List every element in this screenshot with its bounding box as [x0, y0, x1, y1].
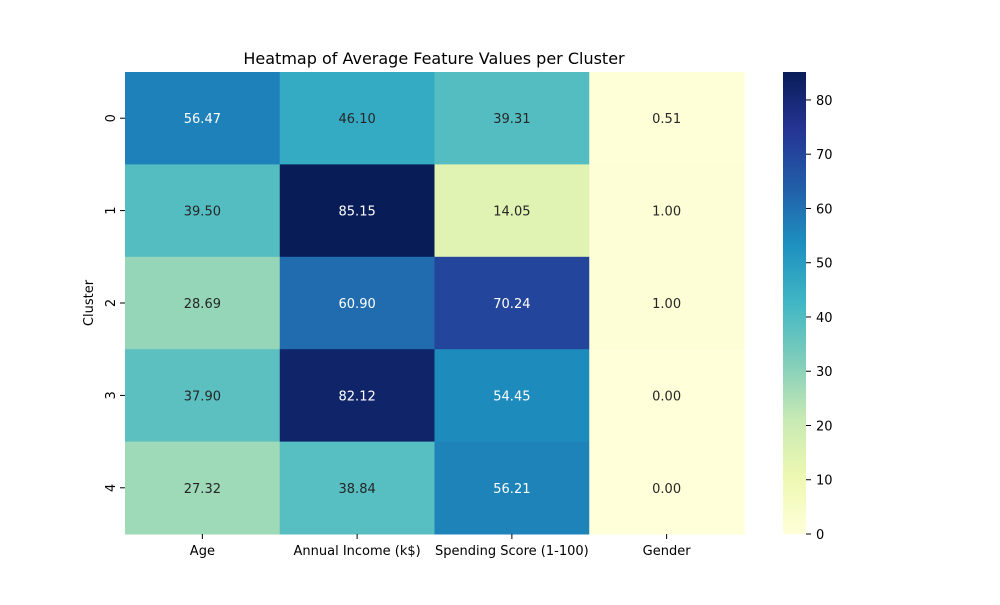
y-tick-label: 4: [104, 484, 119, 492]
cell-value-label: 56.21: [493, 482, 530, 497]
heatmap-cell: [434, 441, 590, 535]
x-tick-label: Annual Income (k$): [294, 544, 421, 559]
heatmap-cell: [279, 441, 435, 535]
colorbar-tick-label: 80: [816, 94, 833, 109]
heatmap-cell: [589, 256, 745, 350]
cell-value-label: 60.90: [339, 297, 376, 312]
colorbar-tick-label: 70: [816, 148, 833, 163]
heatmap-cell: [589, 164, 745, 258]
colorbar-tick-label: 20: [816, 419, 833, 434]
colorbar-tick-label: 0: [816, 528, 824, 543]
heatmap-cell: [279, 256, 435, 350]
colorbar: 0 10 20 30 40 50 60 70 80: [783, 72, 833, 543]
colorbar-tick-label: 40: [816, 311, 833, 326]
y-tick-label: 2: [104, 299, 119, 307]
cell-value-label: 0.51: [652, 112, 681, 127]
heatmap-cell: [434, 349, 590, 443]
cell-value-label: 1.00: [652, 297, 681, 312]
heatmap-cell: [434, 256, 590, 350]
cell-value-label: 82.12: [339, 389, 376, 404]
heatmap-cell: [589, 349, 745, 443]
y-axis-ticks: 0 1 2 3 4: [104, 114, 125, 492]
x-tick-label: Spending Score (1-100): [435, 544, 589, 559]
heatmap-cell: [279, 72, 435, 165]
heatmap-cell: [434, 164, 590, 258]
x-tick-label: Gender: [643, 544, 692, 559]
cell-value-label: 54.45: [493, 389, 530, 404]
y-tick-label: 1: [104, 206, 119, 214]
cell-value-label: 14.05: [493, 205, 530, 220]
colorbar-tick-label: 50: [816, 257, 833, 272]
cell-value-label: 56.47: [184, 112, 221, 127]
chart-title: Heatmap of Average Feature Values per Cl…: [243, 49, 625, 68]
cell-value-label: 85.15: [339, 205, 376, 220]
cell-value-label: 39.31: [493, 112, 530, 127]
heatmap-cell: [589, 72, 745, 165]
heatmap-cell: [279, 164, 435, 258]
cell-value-label: 27.32: [184, 482, 221, 497]
colorbar-tick-label: 30: [816, 365, 833, 380]
heatmap-cell: [279, 349, 435, 443]
x-tick-label: Age: [190, 544, 215, 559]
heatmap-cell: [125, 441, 281, 535]
heatmap-cell: [125, 349, 281, 443]
cell-value-label: 0.00: [652, 389, 681, 404]
cell-value-label: 38.84: [339, 482, 376, 497]
y-tick-label: 0: [104, 114, 119, 122]
colorbar-gradient: [783, 72, 806, 534]
colorbar-tick-label: 10: [816, 474, 833, 489]
heatmap-cell: [434, 72, 590, 165]
cell-value-label: 0.00: [652, 482, 681, 497]
colorbar-tick-label: 60: [816, 202, 833, 217]
heatmap-cell: [125, 164, 281, 258]
cell-value-label: 46.10: [339, 112, 376, 127]
heatmap-cell: [589, 441, 745, 535]
cell-value-label: 28.69: [184, 297, 221, 312]
y-axis-label: Cluster: [82, 279, 97, 326]
cell-value-label: 1.00: [652, 205, 681, 220]
x-axis-ticks: Age Annual Income (k$) Spending Score (1-1…: [190, 534, 691, 559]
heatmap-cell: [125, 72, 281, 165]
heatmap-cell: [125, 256, 281, 350]
cell-labels: 56.47 46.10 39.31 0.51 39.50 85.15 14.05 1.00 28…: [184, 112, 681, 497]
cell-value-label: 37.90: [184, 389, 221, 404]
cell-value-label: 70.24: [493, 297, 530, 312]
cell-value-label: 39.50: [184, 205, 221, 220]
heatmap-cells: [125, 72, 745, 535]
y-tick-label: 3: [104, 391, 119, 399]
